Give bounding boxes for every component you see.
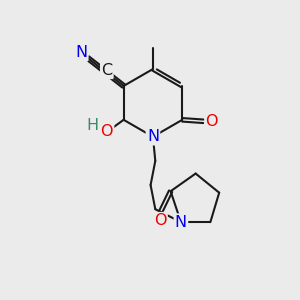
Text: C: C [101, 63, 112, 78]
Text: H: H [86, 118, 98, 133]
Text: N: N [175, 214, 187, 230]
Text: O: O [206, 114, 218, 129]
Text: N: N [147, 129, 159, 144]
Text: O: O [100, 124, 113, 139]
Text: N: N [75, 45, 87, 60]
Text: O: O [154, 213, 167, 228]
